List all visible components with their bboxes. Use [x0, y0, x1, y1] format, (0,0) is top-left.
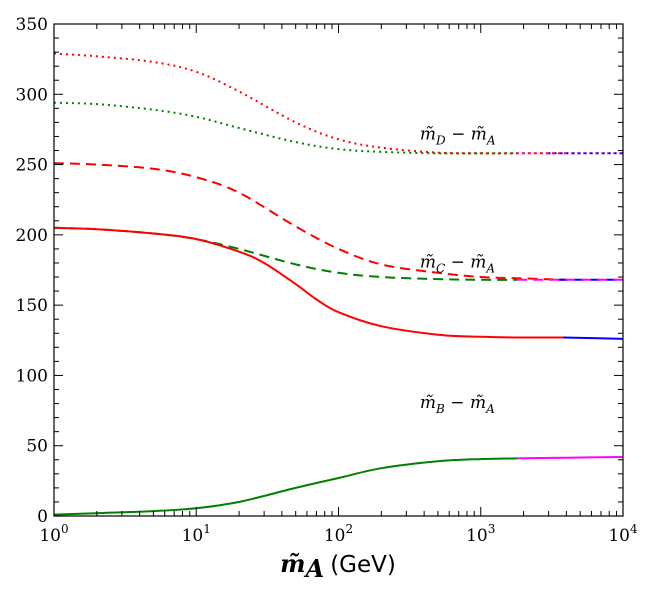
y-tick-label-5: 250	[16, 156, 48, 176]
x-tick-label-4: 104	[608, 522, 638, 546]
plot-area	[54, 24, 623, 516]
series-line-2	[53, 101, 518, 155]
annotation-mb-ma: m̃B − m̃A	[420, 393, 495, 416]
x-tick-label-3: 103	[466, 522, 495, 546]
annotation-md-ma: m̃D − m̃A	[420, 125, 496, 148]
series-line-10	[53, 457, 518, 516]
y-tick-label-7: 350	[16, 15, 48, 35]
x-tick-label-2: 102	[324, 522, 353, 546]
y-tick-label-1: 50	[26, 437, 48, 457]
tick-layer: 0 50 100 150 200 250 300 350 100 101 102 103 104	[16, 15, 638, 546]
series-line-0	[53, 52, 567, 155]
series-line-9	[563, 336, 624, 340]
series-line-4	[53, 162, 567, 281]
x-tick-label-1: 101	[182, 522, 211, 546]
y-tick-label-4: 200	[16, 226, 48, 246]
x-tick-label-0: 100	[39, 522, 68, 546]
series-line-8	[53, 226, 567, 339]
series-line-11	[517, 456, 624, 460]
series-layer	[53, 52, 624, 516]
x-axis-title: m̃A (GeV)	[280, 549, 396, 583]
annotation-mc-ma: m̃C − m̃A	[420, 253, 496, 276]
annotation-layer: m̃D − m̃A m̃C − m̃A m̃B − m̃A	[420, 125, 496, 416]
y-tick-label-0: 0	[37, 507, 48, 527]
y-tick-label-3: 150	[16, 296, 48, 316]
y-tick-label-6: 300	[16, 85, 48, 105]
y-tick-label-2: 100	[16, 366, 48, 386]
